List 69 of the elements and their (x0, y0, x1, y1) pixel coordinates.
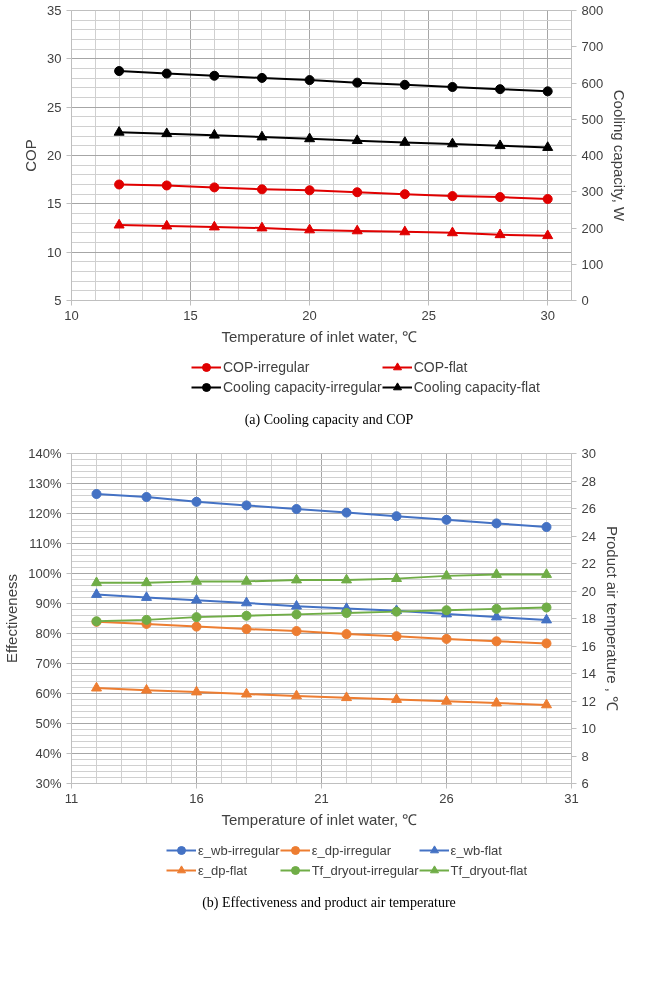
legend-label: ε_dp-irregular (311, 842, 392, 858)
y-tick-label: 30 (47, 51, 62, 67)
y2-tick-label: 300 (581, 184, 604, 200)
y2-tick-label: 20 (581, 583, 596, 599)
y-tick-label: 80% (35, 626, 62, 641)
y2-tick-label: 800 (581, 3, 604, 18)
x-tick-label: 10 (64, 307, 79, 323)
y2-tick-label: 500 (581, 111, 604, 127)
x-tick-label: 11 (64, 790, 79, 806)
legend-label: Cooling capacity-irregular (223, 379, 382, 395)
legend-label: Tf_dryout-flat (450, 862, 528, 878)
y2-tick-label: 10 (581, 721, 596, 736)
y-tick-label: 25 (47, 99, 62, 115)
x-tick-label: 20 (302, 307, 317, 323)
x-tick-label: 21 (314, 790, 329, 806)
y-tick-label: 5 (54, 293, 62, 308)
y2-axis-title: Product air temperature , ℃ (603, 525, 621, 712)
y2-tick-label: 100 (581, 256, 604, 272)
y2-tick-label: 12 (581, 693, 596, 709)
y2-tick-label: 22 (581, 556, 596, 571)
legend-label: ε_dp-flat (198, 862, 248, 878)
y-tick-label: 40% (35, 746, 62, 761)
x-tick-label: 30 (540, 307, 555, 323)
y-axis-title: Effectiveness (3, 574, 21, 663)
y2-tick-label: 14 (581, 666, 596, 681)
y-tick-label: 50% (35, 716, 62, 731)
y2-tick-label: 18 (581, 611, 596, 626)
text: (b) Effectiveness and product air temperature (202, 894, 456, 912)
y-tick-label: 20 (47, 148, 62, 163)
y-tick-label: 10 (47, 244, 62, 260)
y-tick-label: 100% (28, 566, 62, 581)
y-tick-label: 15 (47, 196, 62, 212)
y2-tick-label: 0 (581, 293, 589, 308)
y2-tick-label: 30 (581, 446, 596, 461)
y2-tick-label: 24 (581, 528, 596, 544)
y2-tick-label: 8 (581, 748, 589, 764)
y-tick-label: 30% (35, 776, 62, 791)
y-tick-label: 130% (28, 476, 62, 491)
y2-tick-label: 26 (581, 501, 596, 516)
y-tick-label: 35 (47, 3, 62, 18)
legend-label: Tf_dryout-irregular (311, 862, 419, 878)
y-tick-label: 60% (35, 686, 62, 701)
y-tick-label: 90% (35, 596, 62, 611)
legend-label: Cooling capacity-flat (413, 379, 540, 395)
legend-label: ε_wb-flat (450, 842, 502, 858)
x-tick-label: 31 (564, 790, 579, 806)
y2-tick-label: 200 (581, 220, 604, 236)
y-tick-label: 110% (29, 536, 62, 551)
y2-axis-title: Cooling capacity, W (611, 89, 629, 223)
text: (a) Cooling capacity and COP (244, 411, 414, 429)
y2-tick-label: 6 (581, 776, 589, 791)
legend-label: COP-irregular (223, 359, 310, 375)
y-tick-label: 120% (28, 506, 62, 521)
y2-tick-label: 28 (581, 473, 596, 489)
y-tick-label: 70% (35, 656, 62, 671)
legend-label: COP-flat (413, 359, 468, 375)
x-tick-label: 26 (439, 790, 454, 806)
y-tick-label: 140% (28, 446, 62, 461)
x-tick-label: 15 (183, 307, 198, 323)
y-axis-title: COP (22, 139, 40, 172)
y2-tick-label: 16 (581, 638, 596, 654)
x-tick-label: 25 (421, 307, 436, 323)
legend-label: ε_wb-irregular (198, 842, 280, 858)
y2-tick-label: 700 (581, 39, 604, 55)
y2-tick-label: 600 (581, 75, 604, 91)
y2-tick-label: 400 (581, 148, 604, 163)
x-axis-title: Temperature of inlet water, ℃ (221, 327, 418, 345)
x-axis-title: Temperature of inlet water, ℃ (221, 810, 418, 828)
x-tick-label: 16 (189, 790, 204, 806)
